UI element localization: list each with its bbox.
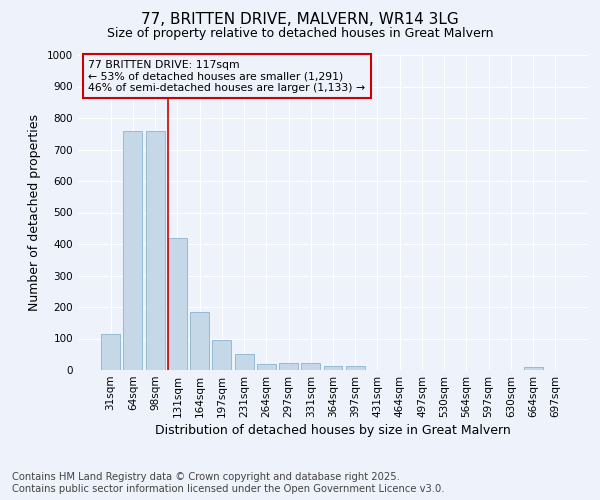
Text: Contains HM Land Registry data © Crown copyright and database right 2025.
Contai: Contains HM Land Registry data © Crown c… [12, 472, 445, 494]
Text: 77 BRITTEN DRIVE: 117sqm
← 53% of detached houses are smaller (1,291)
46% of sem: 77 BRITTEN DRIVE: 117sqm ← 53% of detach… [88, 60, 365, 93]
Bar [190, 312, 209, 370]
Bar [146, 130, 164, 370]
Y-axis label: Number of detached properties: Number of detached properties [28, 114, 41, 311]
Bar [212, 340, 231, 370]
Bar [279, 363, 298, 370]
Bar [323, 366, 343, 370]
Bar [235, 354, 254, 370]
X-axis label: Distribution of detached houses by size in Great Malvern: Distribution of detached houses by size … [155, 424, 511, 437]
Bar [101, 334, 120, 370]
Text: 77, BRITTEN DRIVE, MALVERN, WR14 3LG: 77, BRITTEN DRIVE, MALVERN, WR14 3LG [141, 12, 459, 28]
Bar [124, 130, 142, 370]
Bar [168, 238, 187, 370]
Bar [257, 364, 276, 370]
Bar [346, 366, 365, 370]
Bar [301, 363, 320, 370]
Bar [524, 368, 542, 370]
Text: Size of property relative to detached houses in Great Malvern: Size of property relative to detached ho… [107, 28, 493, 40]
